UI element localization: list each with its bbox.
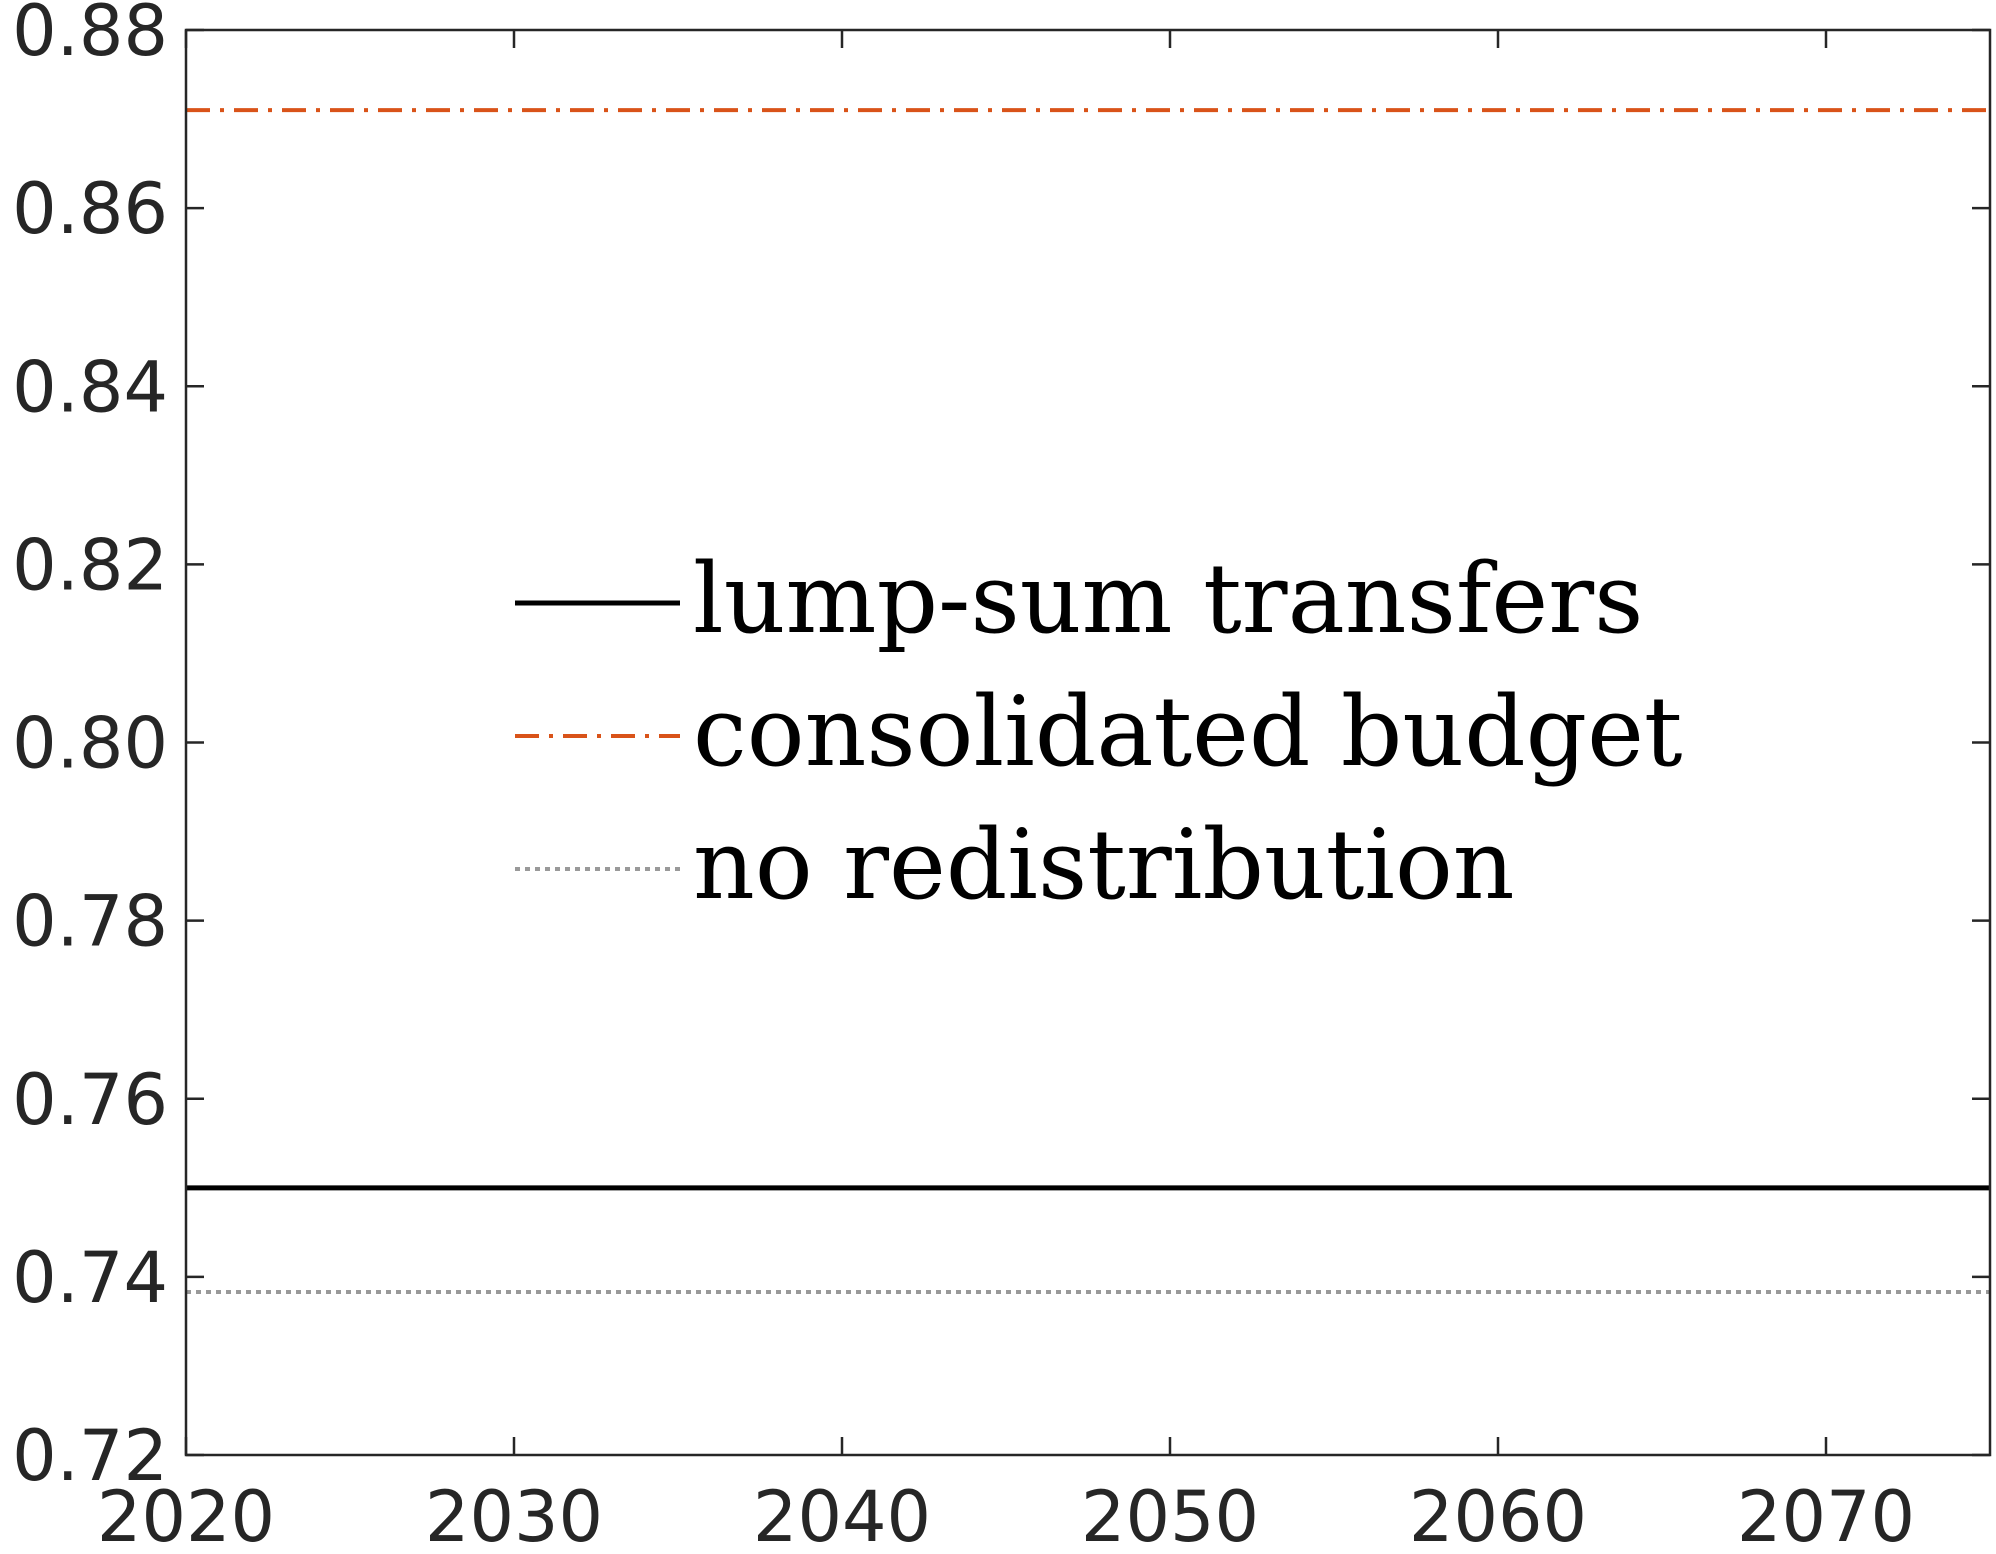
x-tick-label: 2040: [753, 1476, 931, 1554]
legend-label-no-redistribution: no redistribution: [693, 809, 1515, 921]
axes: 2020 2030 2040 2050 2060 2070 0.72 0.74 0.76 0.78…: [12, 0, 1992, 1554]
plot-area: [186, 108, 1990, 1295]
y-tick-label: 0.82: [12, 524, 168, 606]
y-tick-label: 0.78: [12, 881, 168, 963]
legend-label-consolidated-budget: consolidated budget: [693, 676, 1682, 788]
y-tick-label: 0.74: [12, 1237, 168, 1319]
x-tick-label: 2030: [425, 1476, 603, 1554]
y-tick-label: 0.84: [12, 346, 168, 428]
y-tick-label: 0.86: [12, 168, 168, 250]
legend: lump-sum transfers consolidated budget no …: [515, 543, 1682, 921]
x-tick-label: 2020: [97, 1476, 275, 1554]
y-tick-label: 0.88: [12, 0, 168, 72]
y-tick-label: 0.72: [12, 1415, 168, 1497]
x-tick-label: 2060: [1409, 1476, 1587, 1554]
legend-label-lump-sum-transfers: lump-sum transfers: [693, 543, 1643, 655]
x-tick-label: 2050: [1081, 1476, 1259, 1554]
x-tick-label: 2070: [1737, 1476, 1915, 1554]
y-tick-label: 0.80: [12, 703, 168, 785]
y-tick-label: 0.76: [12, 1059, 168, 1141]
